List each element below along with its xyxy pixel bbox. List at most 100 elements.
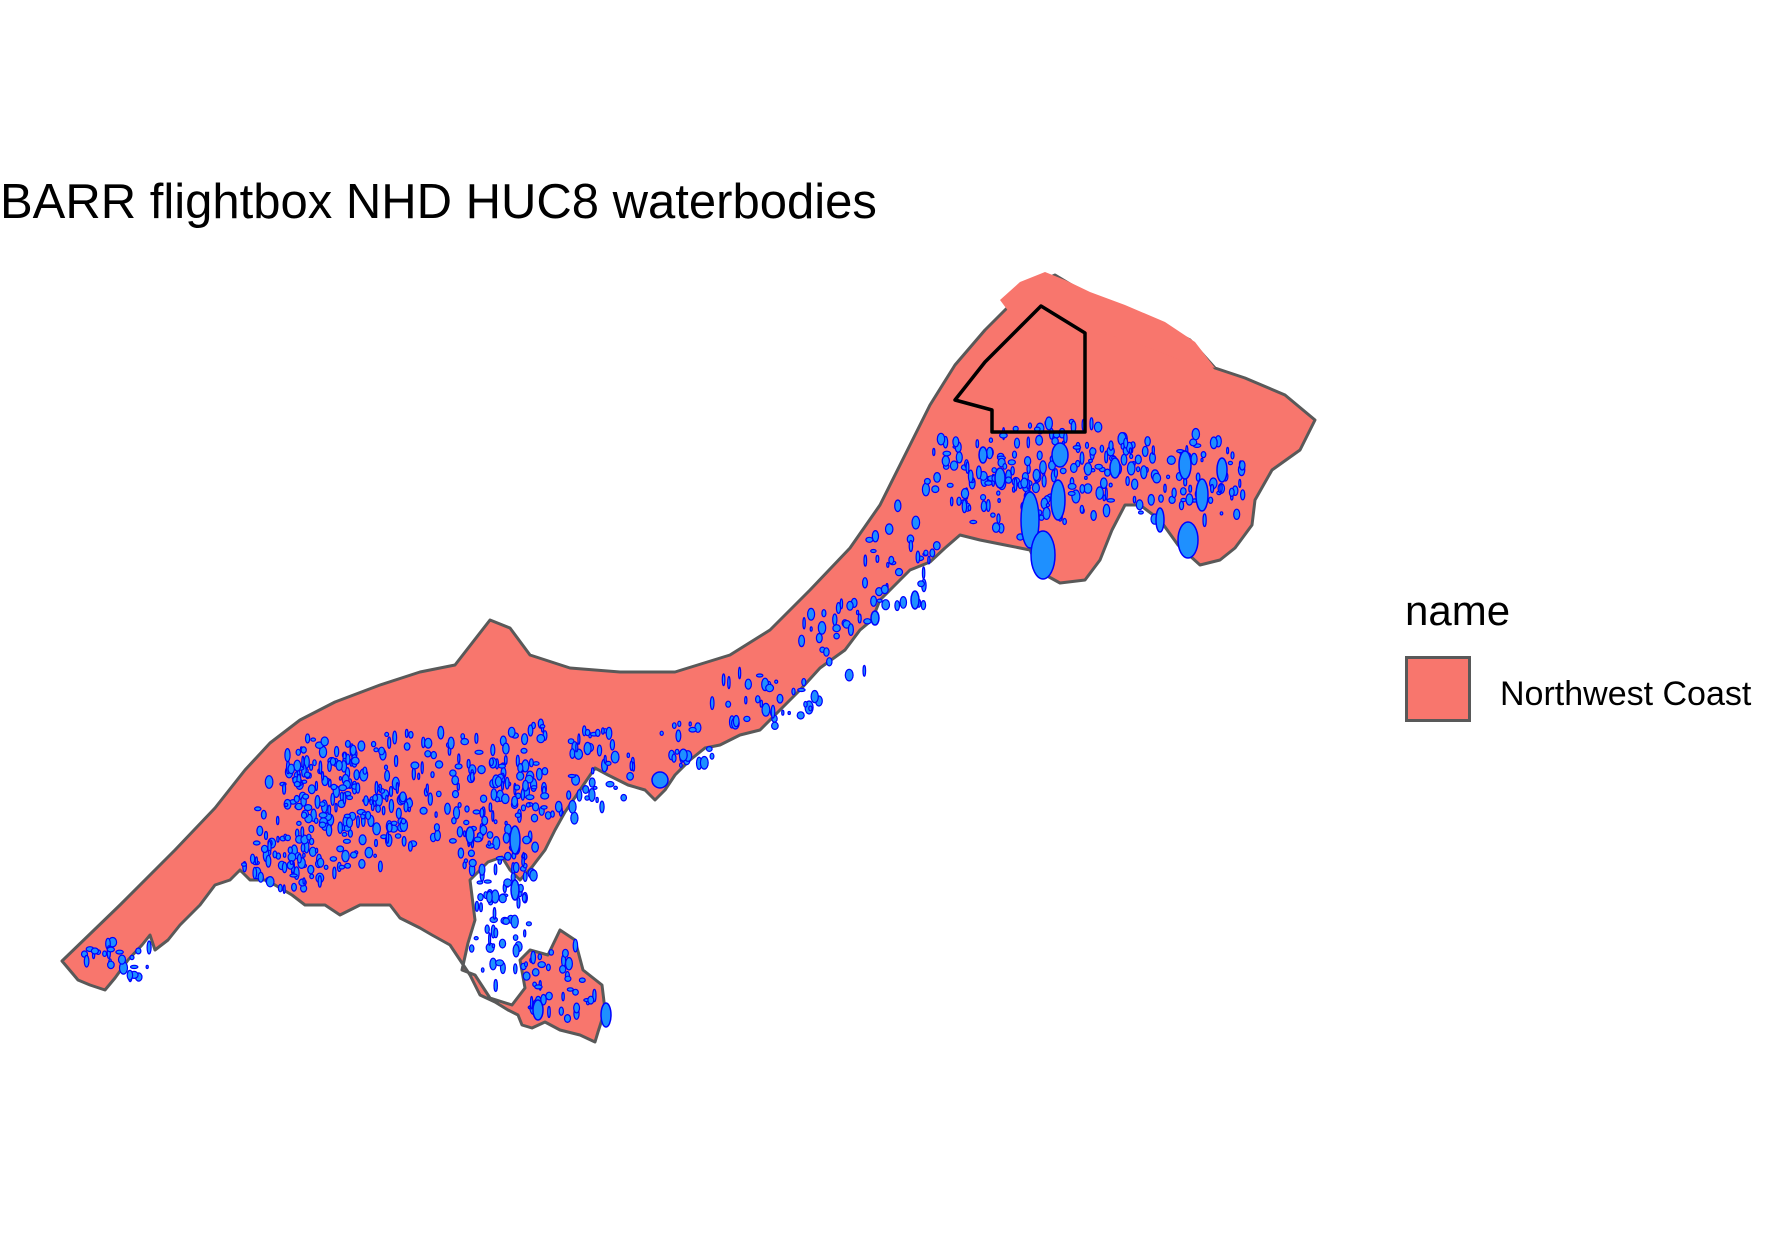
waterbody [527, 724, 534, 737]
waterbody [343, 813, 352, 819]
waterbody [320, 736, 329, 747]
waterbody [821, 609, 827, 618]
waterbody [309, 873, 315, 880]
waterbody-lake [1177, 521, 1199, 559]
waterbody [400, 818, 407, 825]
waterbody [395, 807, 402, 820]
waterbody [303, 771, 311, 779]
waterbody [318, 812, 328, 819]
waterbody [1188, 484, 1193, 493]
waterbody [495, 959, 505, 967]
waterbody [1209, 436, 1218, 450]
waterbody [308, 824, 315, 834]
waterbody [855, 609, 860, 616]
waterbody [403, 742, 411, 751]
waterbody [1067, 490, 1076, 497]
waterbody [521, 856, 525, 867]
waterbody [743, 715, 751, 723]
waterbody [870, 595, 878, 607]
waterbody [338, 784, 348, 792]
waterbody [388, 785, 394, 798]
waterbody [384, 769, 391, 782]
waterbody [754, 695, 761, 704]
waterbody [448, 838, 457, 844]
waterbody [548, 949, 555, 956]
waterbody [997, 498, 1001, 504]
waterbody [534, 984, 543, 990]
waterbody [599, 800, 605, 814]
waterbody [392, 730, 398, 745]
waterbody [145, 964, 149, 970]
waterbody [1039, 460, 1047, 475]
waterbody [1059, 467, 1067, 475]
waterbody [334, 802, 338, 813]
waterbody [550, 810, 555, 818]
waterbody [949, 460, 959, 471]
waterbody [338, 776, 342, 781]
waterbody [559, 964, 567, 974]
waterbody [558, 1006, 565, 1016]
waterbody [452, 806, 461, 820]
waterbody [434, 811, 438, 818]
waterbody [312, 759, 317, 767]
waterbody [771, 721, 779, 731]
waterbody [1219, 482, 1223, 493]
waterbody-lake [465, 826, 475, 844]
waterbody [336, 845, 345, 853]
waterbody-lake [1195, 478, 1209, 512]
waterbody [393, 754, 399, 768]
waterbody [1239, 460, 1246, 471]
waterbody [532, 761, 540, 766]
waterbody [1095, 486, 1105, 500]
waterbody [313, 817, 319, 825]
waterbody [302, 793, 310, 800]
waterbody [1036, 450, 1043, 461]
waterbody [129, 954, 135, 961]
waterbody [523, 929, 527, 938]
waterbody [310, 737, 317, 742]
waterbody [671, 722, 677, 729]
waterbody [1163, 483, 1167, 493]
waterbody [498, 938, 507, 949]
waterbody [473, 936, 479, 941]
waterbody [1123, 437, 1129, 449]
waterbody [491, 943, 496, 949]
waterbody [254, 856, 259, 866]
waterbody [294, 802, 303, 811]
waterbody [946, 482, 954, 488]
waterbody [296, 853, 302, 864]
waterbody [491, 809, 495, 822]
waterbody [863, 618, 872, 625]
waterbody [457, 753, 461, 764]
waterbody [1099, 444, 1105, 453]
waterbody [861, 577, 868, 589]
waterbody [363, 795, 369, 807]
waterbody [253, 806, 262, 812]
waterbody [1045, 502, 1051, 508]
waterbody [464, 805, 470, 813]
waterbody [1219, 511, 1224, 516]
waterbody-lake [1178, 450, 1192, 480]
waterbody [863, 554, 868, 567]
waterbody [531, 802, 540, 812]
waterbody [507, 726, 516, 738]
waterbody [468, 944, 475, 953]
waterbody [1185, 493, 1194, 506]
waterbody [374, 838, 379, 848]
waterbody [493, 819, 498, 825]
waterbody [301, 755, 305, 769]
waterbody [1130, 478, 1139, 490]
waterbody [1062, 517, 1067, 526]
waterbody [90, 947, 100, 955]
waterbody [991, 522, 1001, 533]
waterbody [479, 824, 488, 836]
waterbody [1135, 499, 1144, 511]
waterbody [721, 673, 726, 687]
waterbody [281, 861, 288, 874]
waterbody [503, 754, 508, 765]
waterbody [1108, 440, 1114, 451]
waterbody [578, 977, 586, 984]
waterbody [588, 787, 596, 802]
waterbody [314, 847, 319, 854]
waterbody [451, 789, 460, 799]
